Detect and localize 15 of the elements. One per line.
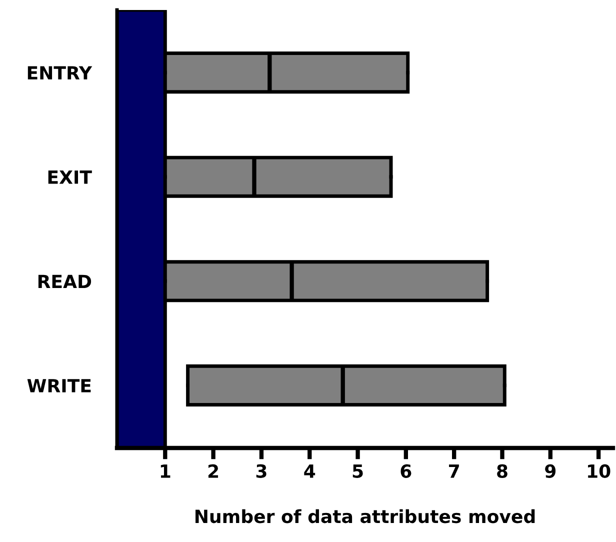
y-tick-label: WRITE xyxy=(27,379,91,392)
x-tick-label: 1 xyxy=(160,464,170,478)
y-tick-label: ENTRY xyxy=(28,66,92,80)
x-tick-label: 2 xyxy=(208,464,218,478)
x-tick-label: 3 xyxy=(256,464,266,478)
x-tick-label: 8 xyxy=(497,464,508,478)
x-tick-label: 7 xyxy=(449,464,459,478)
x-axis-title: Number of data attributes moved xyxy=(196,509,535,524)
y-tick-label: EXIT xyxy=(48,170,92,184)
y-tick-label: READ xyxy=(38,274,92,288)
x-tick-label: 9 xyxy=(545,464,556,478)
x-tick-label: 6 xyxy=(400,464,412,478)
x-tick-label: 10 xyxy=(588,464,610,478)
x-tick-label: 4 xyxy=(304,464,316,478)
x-tick-label: 5 xyxy=(352,464,363,478)
